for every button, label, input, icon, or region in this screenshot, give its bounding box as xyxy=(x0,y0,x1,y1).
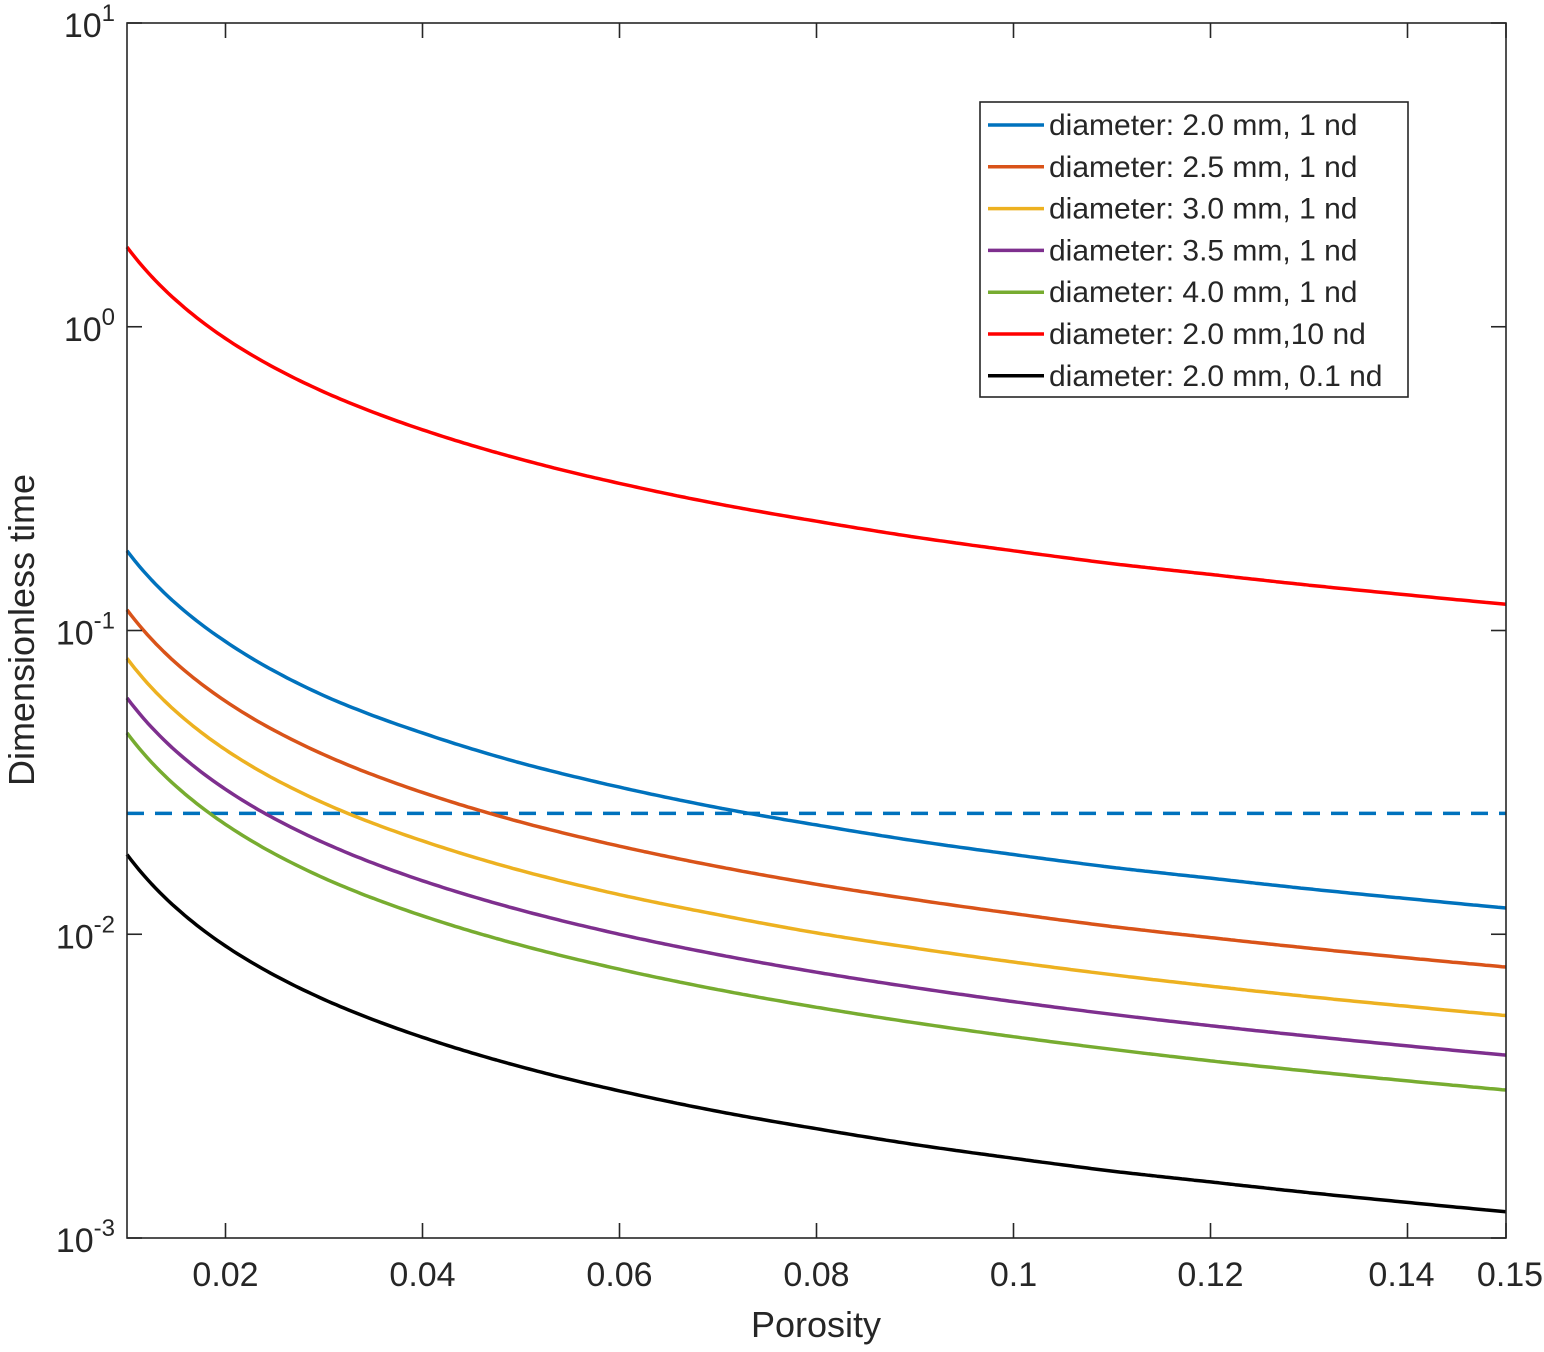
series-line-6 xyxy=(125,245,1507,607)
x-tick-label: 0.04 xyxy=(389,1256,455,1294)
series-line-1 xyxy=(125,549,1507,910)
y-tick-label: 10-1 xyxy=(56,608,115,653)
legend-label-1: diameter: 2.0 mm, 1 nd xyxy=(1049,109,1357,142)
series-line-2 xyxy=(125,608,1507,969)
axis-ticks: 0.02 0.04 0.06 0.08 0.1 0.12 0.14 0.15 10-3 10-2 1… xyxy=(56,0,1543,1294)
x-tick-label: 0.12 xyxy=(1177,1256,1243,1294)
y-tick-label: 10-3 xyxy=(56,1215,115,1260)
series-line-7 xyxy=(125,853,1507,1214)
legend-label-5: diameter: 4.0 mm, 1 nd xyxy=(1049,276,1357,309)
legend-label-6: diameter: 2.0 mm,10 nd xyxy=(1049,318,1366,351)
y-tick-label: 101 xyxy=(64,0,115,45)
x-axis-label: Porosity xyxy=(751,1304,881,1345)
legend-box xyxy=(979,101,1409,398)
legend-label-7: diameter: 2.0 mm, 0.1 nd xyxy=(1049,360,1383,393)
series-line-3 xyxy=(125,657,1507,1018)
legend: diameter: 2.0 mm, 1 nd diameter: 2.5 mm, … xyxy=(979,101,1409,398)
x-tick-label: 0.06 xyxy=(586,1256,652,1294)
y-tick-label: 100 xyxy=(64,304,115,349)
x-tick-label: 0.02 xyxy=(192,1256,258,1294)
x-tick-label: 0.14 xyxy=(1368,1256,1434,1294)
x-tick-label: 0.1 xyxy=(990,1256,1037,1294)
plot-area xyxy=(125,245,1507,1214)
series-line-5 xyxy=(125,731,1507,1092)
x-tick-label: 0.15 xyxy=(1477,1256,1543,1294)
legend-label-4: diameter: 3.5 mm, 1 nd xyxy=(1049,234,1357,267)
y-axis-label: Dimensionless time xyxy=(1,474,42,786)
legend-label-3: diameter: 3.0 mm, 1 nd xyxy=(1049,193,1357,226)
series-line-4 xyxy=(125,696,1507,1057)
x-tick-label: 0.08 xyxy=(783,1256,849,1294)
legend-label-2: diameter: 2.5 mm, 1 nd xyxy=(1049,151,1357,184)
y-tick-label: 10-2 xyxy=(56,911,115,956)
